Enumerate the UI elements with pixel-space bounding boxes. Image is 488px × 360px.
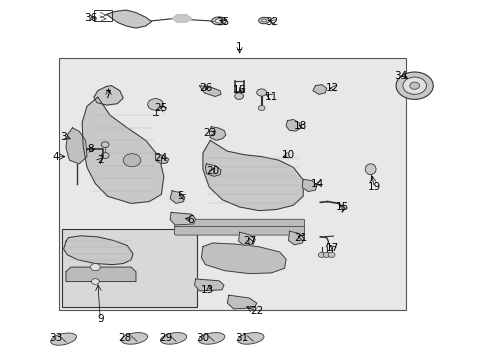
Polygon shape	[106, 10, 151, 28]
Circle shape	[91, 279, 99, 284]
Ellipse shape	[160, 333, 186, 344]
Bar	[94, 10, 112, 21]
Text: 1: 1	[236, 42, 243, 52]
Bar	[62, 229, 196, 307]
Text: 27: 27	[242, 236, 256, 246]
Text: 21: 21	[293, 233, 307, 243]
Text: 22: 22	[249, 306, 263, 316]
Circle shape	[234, 93, 243, 99]
Text: 16: 16	[232, 85, 246, 95]
Ellipse shape	[237, 333, 264, 344]
Polygon shape	[63, 236, 133, 265]
Polygon shape	[155, 154, 168, 164]
Circle shape	[101, 153, 109, 158]
Text: 18: 18	[293, 121, 307, 131]
Text: 34: 34	[393, 71, 407, 81]
Bar	[59, 58, 405, 310]
Polygon shape	[66, 128, 87, 164]
Text: 10: 10	[282, 150, 294, 160]
Polygon shape	[172, 15, 191, 22]
Polygon shape	[203, 140, 303, 211]
Text: 11: 11	[264, 92, 278, 102]
Text: 33: 33	[49, 333, 63, 343]
Circle shape	[101, 142, 109, 148]
Polygon shape	[170, 212, 195, 225]
Polygon shape	[227, 295, 256, 309]
Polygon shape	[288, 231, 304, 245]
Polygon shape	[209, 127, 225, 140]
Text: 20: 20	[206, 166, 219, 176]
Circle shape	[395, 72, 432, 99]
Text: 9: 9	[97, 314, 103, 324]
Ellipse shape	[121, 333, 147, 344]
Text: 36: 36	[83, 13, 97, 23]
Polygon shape	[205, 164, 221, 176]
Text: 24: 24	[154, 153, 168, 163]
Ellipse shape	[211, 17, 226, 25]
Text: 12: 12	[325, 83, 339, 93]
Ellipse shape	[198, 333, 224, 344]
Polygon shape	[82, 97, 163, 203]
Polygon shape	[194, 279, 224, 291]
Polygon shape	[312, 85, 326, 94]
Polygon shape	[201, 243, 285, 274]
Polygon shape	[94, 86, 123, 105]
Text: 26: 26	[198, 83, 212, 93]
Circle shape	[123, 154, 141, 167]
Text: 31: 31	[235, 333, 248, 343]
Text: 4: 4	[53, 152, 60, 162]
Polygon shape	[302, 179, 316, 192]
Text: 19: 19	[366, 182, 380, 192]
Text: 7: 7	[104, 90, 111, 100]
Circle shape	[327, 252, 334, 257]
Polygon shape	[285, 120, 300, 131]
Text: 23: 23	[203, 128, 217, 138]
Circle shape	[90, 264, 100, 271]
Ellipse shape	[215, 19, 223, 23]
Polygon shape	[66, 267, 136, 282]
Circle shape	[147, 99, 163, 110]
FancyBboxPatch shape	[174, 226, 304, 235]
Text: 13: 13	[201, 285, 214, 295]
Polygon shape	[199, 86, 221, 96]
Text: 17: 17	[325, 243, 339, 253]
Circle shape	[402, 77, 426, 94]
Text: 6: 6	[187, 215, 194, 225]
Circle shape	[318, 252, 325, 257]
Text: 28: 28	[118, 333, 131, 343]
Circle shape	[409, 82, 419, 89]
Text: 32: 32	[264, 17, 278, 27]
Text: 35: 35	[215, 17, 229, 27]
Ellipse shape	[261, 19, 266, 22]
FancyBboxPatch shape	[174, 219, 304, 228]
Circle shape	[258, 105, 264, 111]
Ellipse shape	[365, 164, 375, 175]
Text: 25: 25	[154, 103, 168, 113]
Polygon shape	[238, 232, 255, 246]
Text: 29: 29	[159, 333, 173, 343]
Text: 8: 8	[87, 144, 94, 154]
Text: 30: 30	[196, 333, 209, 343]
Polygon shape	[170, 191, 184, 203]
Text: 15: 15	[335, 202, 348, 212]
Text: 3: 3	[60, 132, 67, 142]
Ellipse shape	[51, 333, 76, 345]
Text: 2: 2	[97, 155, 103, 165]
Text: 14: 14	[310, 179, 324, 189]
Text: 5: 5	[177, 191, 184, 201]
Circle shape	[256, 89, 266, 96]
Ellipse shape	[258, 17, 269, 24]
Circle shape	[323, 252, 329, 257]
